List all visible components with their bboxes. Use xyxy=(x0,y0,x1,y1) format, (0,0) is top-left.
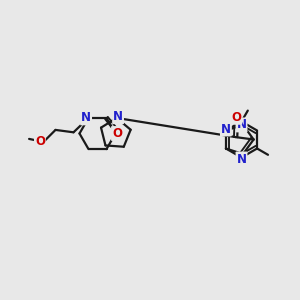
Text: O: O xyxy=(112,127,122,140)
Text: O: O xyxy=(35,135,45,148)
Text: N: N xyxy=(236,118,247,131)
Text: N: N xyxy=(236,152,247,166)
Text: O: O xyxy=(231,111,241,124)
Text: N: N xyxy=(113,110,123,123)
Text: N: N xyxy=(81,111,91,124)
Text: N: N xyxy=(221,122,231,136)
